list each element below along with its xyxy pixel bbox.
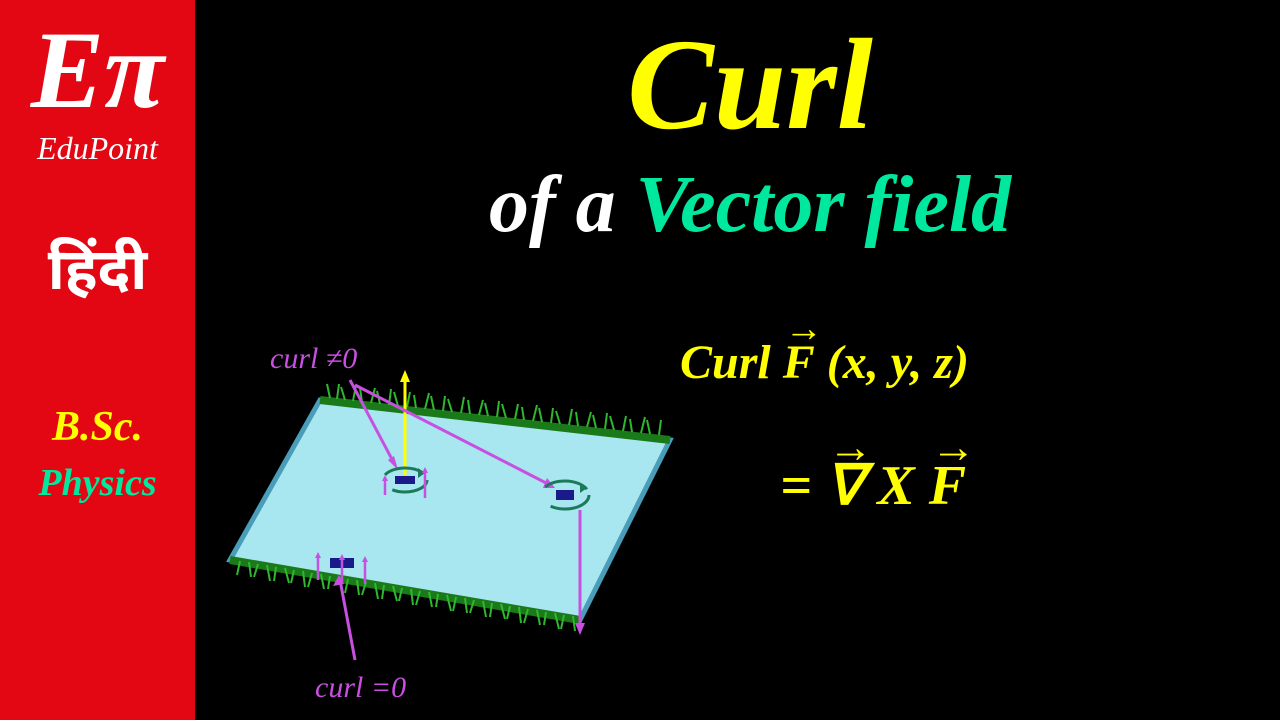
- formula-line2: = ∇ X F: [780, 436, 969, 537]
- subtitle-ofa: of a: [489, 161, 616, 249]
- main-title: Curl of a Vector field: [250, 20, 1250, 251]
- formula-line1: Curl F (x, y, z): [680, 320, 969, 406]
- subtitle: of a Vector field: [250, 160, 1250, 251]
- label-curl-zero: curl =0: [315, 671, 406, 705]
- yellow-axis-head: [400, 370, 410, 382]
- logo: Eπ: [31, 15, 164, 125]
- brand-name: EduPoint: [37, 130, 158, 167]
- vector-F2: F: [929, 436, 966, 537]
- diagram-svg: [200, 330, 680, 710]
- subtitle-vectorfield: Vector field: [636, 161, 1011, 249]
- vector-nabla: ∇: [826, 436, 863, 537]
- vector-F: F: [783, 320, 815, 406]
- degree-label: B.Sc.: [52, 403, 143, 451]
- label-curl-nonzero: curl ≠0: [270, 342, 357, 376]
- label-arrow-3: [340, 580, 355, 660]
- sidebar: Eπ EduPoint हिंदी B.Sc. Physics: [0, 0, 195, 720]
- river-diagram: curl ≠0 curl =0: [200, 330, 680, 710]
- language-label: हिंदी: [48, 237, 148, 313]
- formula-block: Curl F (x, y, z) = ∇ X F: [680, 320, 969, 537]
- subject-label: Physics: [38, 461, 156, 505]
- title-word: Curl: [250, 20, 1250, 150]
